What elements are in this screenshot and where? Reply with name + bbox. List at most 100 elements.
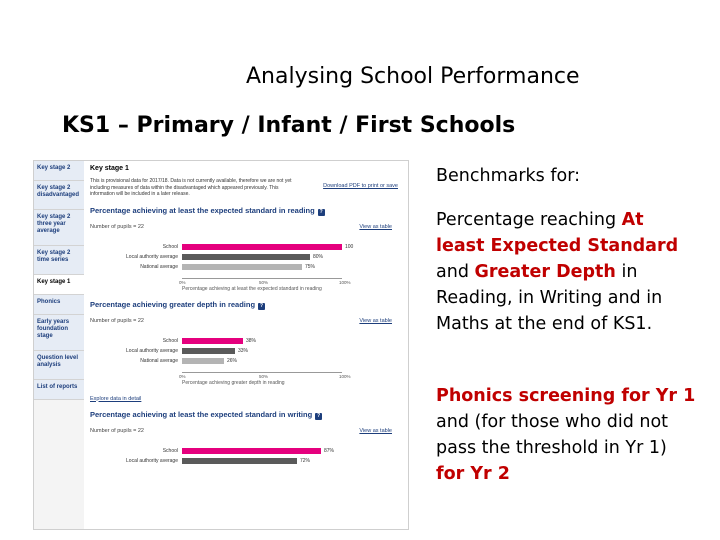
sidebar-item-ks2-disadvantaged[interactable]: Key stage 2 disadvantaged — [34, 181, 84, 210]
bar — [182, 347, 235, 354]
highlight-expected-standard: At least Expected Standard — [436, 210, 679, 256]
text-run: in Reading, in Writing and in Maths at t… — [436, 262, 663, 334]
bar-row: School 38% — [90, 337, 402, 344]
highlight-greater-depth: Greater Depth — [474, 262, 616, 282]
axis-tick-label: 0% — [179, 373, 186, 379]
sidebar-item-label: Key stage 2 — [37, 165, 71, 171]
sidebar-item-ks2-three-year[interactable]: Key stage 2 three year average — [34, 210, 84, 246]
pupils-row: Number of pupils = 22 View as table — [90, 428, 402, 440]
sidebar-item-label: Phonics — [37, 299, 61, 305]
axis-title: Percentage achieving at least the expect… — [182, 285, 322, 292]
report-heading: Key stage 1 — [90, 165, 129, 172]
pupils-row: Number of pupils = 22 View as table — [90, 318, 402, 330]
number-of-pupils: Number of pupils = 22 — [90, 223, 144, 230]
bar — [182, 447, 321, 454]
bar-value-label: 38% — [246, 337, 257, 344]
bar-label: Local authority average — [126, 347, 178, 354]
bar-value-label: 72% — [300, 457, 311, 464]
sidebar-item-question-level[interactable]: Question level analysis — [34, 351, 84, 380]
slide-title: Analysing School Performance — [246, 64, 580, 89]
sidebar-item-ks2-time-series[interactable]: Key stage 2 time series — [34, 246, 84, 275]
bar — [182, 357, 224, 364]
sidebar-item-ks2[interactable]: Key stage 2 — [34, 161, 84, 181]
x-axis — [182, 371, 342, 373]
bar-label: Local authority average — [126, 457, 178, 464]
section-title: Percentage achieving greater depth in re… — [90, 300, 402, 310]
section-title: Percentage achieving at least the expect… — [90, 206, 402, 216]
axis-tick-label: 50% — [259, 373, 269, 379]
help-icon[interactable]: ? — [317, 208, 325, 216]
sidebar-item-eyfs[interactable]: Early years foundation stage — [34, 315, 84, 351]
number-of-pupils: Number of pupils = 22 — [90, 317, 144, 324]
section-title-text: Percentage achieving greater depth in re… — [90, 299, 256, 309]
sidebar-item-phonics[interactable]: Phonics — [34, 295, 84, 315]
sidebar-item-label: Key stage 2 disadvantaged — [37, 185, 80, 198]
bar-row: School 100 — [90, 243, 402, 250]
axis-tick-label: 100% — [339, 279, 351, 285]
x-axis — [182, 277, 342, 279]
number-of-pupils: Number of pupils = 22 — [90, 427, 144, 434]
bar — [182, 243, 342, 250]
axis-tick-label: 0% — [179, 279, 186, 285]
bar-row: National average 26% — [90, 357, 402, 364]
bar-value-label: 75% — [305, 263, 316, 270]
bar-row: School 87% — [90, 447, 402, 454]
bar-label: National average — [140, 263, 178, 270]
highlight-phonics-yr1: Phonics screening for Yr 1 — [436, 386, 696, 406]
text-run: and (for those who did not pass the thre… — [436, 412, 669, 458]
help-icon[interactable]: ? — [315, 412, 323, 420]
bar-label: School — [162, 337, 178, 344]
view-as-table-link[interactable]: View as table — [359, 317, 392, 324]
benchmarks-paragraph: Percentage reaching At least Expected St… — [436, 207, 698, 337]
chart-section: Percentage achieving at least the expect… — [90, 410, 402, 484]
axis-tick-label: 50% — [259, 279, 269, 285]
sidebar-item-label: List of reports — [37, 384, 78, 390]
axis-tick-label: 100% — [339, 373, 351, 379]
bar — [182, 253, 310, 260]
chart-section: Percentage achieving greater depth in re… — [90, 300, 402, 402]
sidebar-item-ks1[interactable]: Key stage 1 — [34, 275, 84, 295]
bar-value-label: 33% — [238, 347, 249, 354]
download-pdf-link[interactable]: Download PDF to print or save — [323, 183, 398, 189]
bar — [182, 337, 243, 344]
bar-label: School — [162, 447, 178, 454]
sidebar-item-label: Key stage 2 three year average — [37, 214, 71, 234]
explore-data-link[interactable]: Explore data in detail — [90, 395, 142, 402]
bar-row: Local authority average 33% — [90, 347, 402, 354]
axis-title: Percentage achieving greater depth in re… — [182, 379, 285, 386]
report-main: Key stage 1 This is provisional data for… — [90, 161, 402, 484]
bar-chart: School 100 Local authority average 80% Natio… — [90, 240, 402, 285]
bar-chart: School 38% Local authority average 33% Natio… — [90, 334, 402, 379]
slide-subtitle: KS1 – Primary / Infant / First Schools — [62, 113, 516, 138]
section-title-text: Percentage achieving at least the expect… — [90, 205, 315, 215]
bar — [182, 457, 297, 464]
sidebar-item-label: Key stage 2 time series — [37, 250, 71, 263]
pupils-row: Number of pupils = 22 View as table — [90, 224, 402, 236]
view-as-table-link[interactable]: View as table — [359, 223, 392, 230]
bar-row: Local authority average 72% — [90, 457, 402, 464]
bar-label: National average — [140, 357, 178, 364]
section-title-text: Percentage achieving at least the expect… — [90, 409, 313, 419]
bar — [182, 263, 302, 270]
bar-row: Local authority average 80% — [90, 253, 402, 260]
bar-row: National average 75% — [90, 263, 402, 270]
bar-label: Local authority average — [126, 253, 178, 260]
chart-section: Percentage achieving at least the expect… — [90, 206, 402, 292]
text-run: and — [436, 262, 475, 282]
text-run: Percentage reaching — [436, 210, 622, 230]
sidebar-item-label: Question level analysis — [37, 355, 79, 368]
bar-chart: School 87% Local authority average 72% — [90, 444, 402, 484]
sidebar-item-list-of-reports[interactable]: List of reports — [34, 380, 84, 400]
bar-value-label: 87% — [324, 447, 335, 454]
bar-value-label: 26% — [227, 357, 238, 364]
view-as-table-link[interactable]: View as table — [359, 427, 392, 434]
bar-label: School — [162, 243, 178, 250]
provisional-notice: This is provisional data for 2017/18. Da… — [90, 178, 292, 197]
bar-value-label: 80% — [313, 253, 324, 260]
sidebar-item-label: Early years foundation stage — [37, 319, 70, 339]
benchmarks-heading: Benchmarks for: — [436, 166, 581, 186]
highlight-yr2: for Yr 2 — [436, 464, 510, 484]
help-icon[interactable]: ? — [258, 302, 266, 310]
bar-value-label: 100 — [345, 243, 354, 250]
sidebar-item-label: Key stage 1 — [37, 279, 71, 285]
